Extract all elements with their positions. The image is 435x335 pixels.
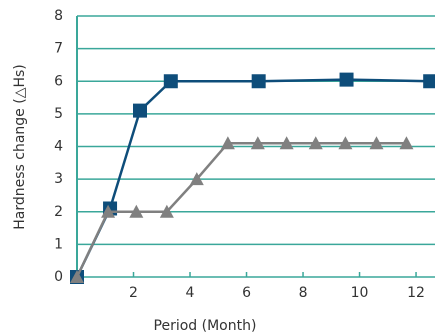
marker <box>189 172 204 186</box>
x-tick-label: 12 <box>407 285 425 301</box>
marker <box>279 136 294 150</box>
marker <box>308 136 323 150</box>
marker <box>101 204 116 218</box>
marker <box>399 136 414 150</box>
y-tick-label: 4 <box>54 139 63 155</box>
marker <box>338 136 353 150</box>
y-tick-label: 0 <box>54 269 63 285</box>
marker <box>250 136 265 150</box>
marker <box>339 72 354 87</box>
y-tick-label: 3 <box>54 171 63 187</box>
marker <box>133 103 148 118</box>
marker <box>220 136 235 150</box>
y-tick-label: 2 <box>54 204 63 220</box>
x-tick-label: 2 <box>129 285 138 301</box>
marker <box>423 74 435 89</box>
x-axis-label: Period (Month) <box>154 318 257 334</box>
x-tick-label: 10 <box>351 285 369 301</box>
series-line <box>75 141 407 278</box>
y-tick-label: 6 <box>54 73 63 89</box>
marker <box>70 270 84 283</box>
series-line <box>75 78 431 278</box>
x-tick-label: 4 <box>186 285 195 301</box>
marker <box>163 74 178 89</box>
x-tick-label: 6 <box>242 285 251 301</box>
marker <box>251 74 266 89</box>
y-tick-label: 1 <box>54 236 63 252</box>
marker <box>159 204 174 218</box>
y-axis-label: Hardness change (△Hs) <box>12 64 28 230</box>
marker <box>369 136 384 150</box>
marker <box>129 204 144 218</box>
y-tick-label: 8 <box>54 8 63 24</box>
y-tick-label: 5 <box>54 106 63 122</box>
y-tick-label: 7 <box>54 41 63 57</box>
x-tick-label: 8 <box>299 285 308 301</box>
